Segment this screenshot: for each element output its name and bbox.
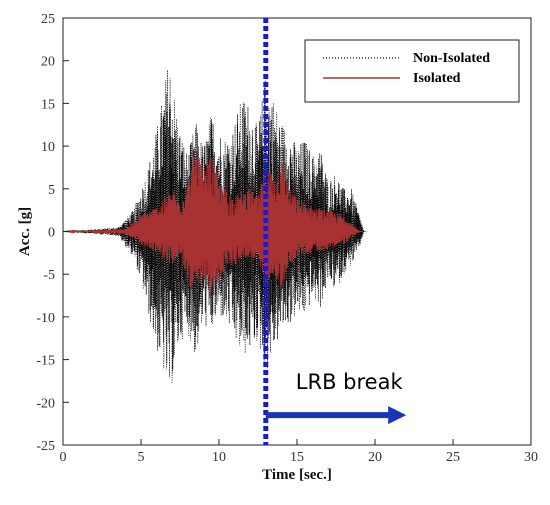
y-tick-label: 5 <box>48 183 55 198</box>
y-tick-label: 25 <box>41 12 55 27</box>
x-tick-label: 25 <box>446 450 460 465</box>
series-line-isolated <box>62 150 363 293</box>
annotation-arrow-head <box>388 406 407 425</box>
y-tick-label: -5 <box>43 268 55 283</box>
legend: Non-Isolated Isolated <box>304 39 520 103</box>
x-tick-label: 20 <box>368 450 382 465</box>
legend-box <box>304 39 520 103</box>
y-axis-title: Acc. [g] <box>17 207 33 256</box>
y-tick-label: -25 <box>36 439 55 454</box>
y-tick-label: -10 <box>36 311 55 326</box>
y-tick-label: -20 <box>36 396 55 411</box>
x-axis-title: Time [sec.] <box>262 467 332 483</box>
y-tick-label: -15 <box>36 354 55 369</box>
y-tick-label: 10 <box>41 140 55 155</box>
y-tick-label: 20 <box>41 55 55 70</box>
legend-label-isolated: Isolated <box>413 71 461 86</box>
lrb-break-annotation: LRB break <box>265 370 407 425</box>
axis-layer: 0 5 10 15 20 25 30 25 20 15 10 5 0 -5 -10 -15 -20 -25 <box>36 12 538 465</box>
y-tick-label: 0 <box>48 226 55 241</box>
x-tick-label: 10 <box>212 450 226 465</box>
annotation-label: LRB break <box>296 370 404 394</box>
x-tick-label: 30 <box>524 450 538 465</box>
x-tick-label: 5 <box>138 450 145 465</box>
x-tick-label: 15 <box>290 450 304 465</box>
x-tick-label: 0 <box>60 450 67 465</box>
y-tick-label: 15 <box>41 97 55 112</box>
legend-label-non-isolated: Non-Isolated <box>413 51 490 66</box>
series-layer <box>62 70 368 384</box>
